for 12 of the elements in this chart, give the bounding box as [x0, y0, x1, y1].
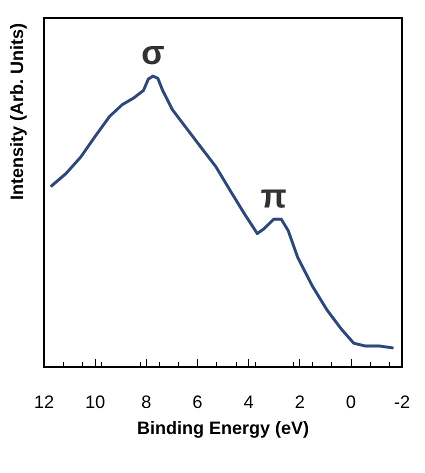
x-axis-title: Binding Energy (eV) [136, 418, 310, 438]
annotation: σ [141, 34, 165, 72]
x-tick-label: 10 [85, 392, 106, 412]
x-tick-label: 12 [34, 392, 54, 412]
x-tick-label: 4 [244, 392, 254, 412]
x-tick-label: 6 [192, 392, 202, 412]
x-tick-label: -2 [394, 392, 410, 412]
annotation: π [260, 177, 287, 216]
y-axis-title: Intensity (Arb. Units) [7, 22, 27, 200]
x-tick-label: 8 [141, 392, 152, 412]
x-tick-label: 0 [346, 392, 356, 412]
x-tick-label: 2 [294, 392, 305, 412]
